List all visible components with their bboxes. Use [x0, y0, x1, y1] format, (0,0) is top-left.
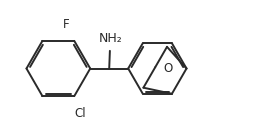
Text: Cl: Cl: [74, 107, 86, 120]
Text: NH₂: NH₂: [99, 32, 123, 45]
Text: O: O: [163, 62, 172, 75]
Text: F: F: [63, 18, 70, 31]
